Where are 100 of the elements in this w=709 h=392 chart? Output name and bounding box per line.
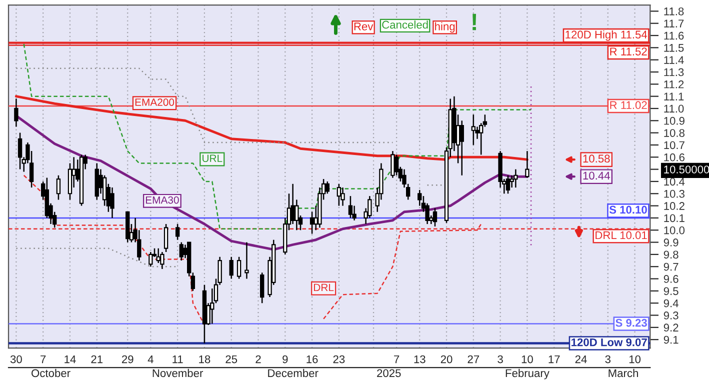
x2-tick-label: February — [506, 368, 550, 380]
ref-line-label: 120D Low 9.07 — [572, 338, 647, 346]
x-tick-label: 30 — [10, 355, 22, 364]
x-tick-label: 24 — [575, 355, 587, 364]
y-tick-label: 11.5 — [664, 44, 684, 52]
candlestick — [229, 256, 234, 280]
annotation: Rev — [354, 22, 374, 30]
x-tick-label: 4 — [148, 355, 154, 364]
ref-line-label: S 9.23 — [616, 318, 647, 327]
x-tick-label: 25 — [226, 355, 238, 364]
candlestick — [236, 256, 242, 280]
x-tick-label: 7 — [40, 355, 46, 364]
x-tick-label: 20 — [440, 355, 452, 364]
y-tick-label: 10.6 — [664, 153, 684, 162]
candlestick — [310, 211, 314, 234]
candlestick — [110, 186, 114, 219]
series-label: URL — [202, 154, 222, 162]
annotation: hing — [435, 22, 455, 33]
line-series — [16, 68, 394, 144]
x2-tick-label: March — [608, 368, 638, 378]
x-tick-label: 9 — [282, 355, 288, 364]
y-tick-label: 11.4 — [664, 56, 684, 64]
y-tick-label: 9.3 — [664, 312, 678, 320]
y-tick-label: 10.7 — [664, 141, 684, 150]
candlestick — [14, 98, 18, 128]
series-label: EMA200 — [135, 98, 174, 106]
candlestick — [179, 242, 184, 262]
x-tick-label: 3 — [498, 355, 503, 364]
y-tick-label: 10.2 — [664, 202, 684, 210]
x2-tick-label: December — [268, 368, 318, 378]
y-tick-label: 10.1 — [664, 214, 684, 222]
x-tick-label: 16 — [306, 355, 318, 364]
candlestick — [432, 208, 438, 228]
candlestick — [148, 251, 153, 268]
candlestick — [164, 223, 168, 253]
y-tick-label: 10.0 — [664, 226, 685, 234]
series-label: DRL — [314, 284, 334, 292]
candlestick — [348, 195, 353, 219]
candlestick — [294, 199, 299, 231]
candlestick — [175, 223, 180, 240]
x-tick-label: 27 — [468, 355, 480, 364]
annotation: Canceled — [382, 20, 428, 29]
candlestick — [460, 120, 464, 176]
annotation: ! — [472, 14, 476, 30]
y-tick-label: 11.3 — [664, 68, 684, 76]
y-tick-label: 11.6 — [664, 32, 684, 40]
candlestick — [340, 186, 345, 206]
x2-tick-label: 2025 — [377, 369, 401, 378]
ref-line-label: DRL 10.01 — [596, 231, 647, 240]
y-tick-label: 9.7 — [664, 262, 678, 271]
y-tick-label: 10.50000 — [664, 166, 709, 174]
annotation: 10.58 — [583, 154, 610, 163]
annotation: 10.44 — [583, 172, 610, 180]
x-tick-label: 11 — [172, 355, 183, 364]
y-tick-label: 9.2 — [664, 324, 678, 332]
candlestick — [160, 251, 164, 270]
y-tick-label: 9.9 — [664, 238, 678, 246]
candlestick — [325, 180, 330, 194]
y-tick-label: 10.3 — [664, 190, 684, 198]
candlestick — [244, 242, 249, 280]
candlestick — [56, 174, 61, 200]
x-tick-label: 21 — [91, 355, 103, 364]
ref-line-label: R 11.02 — [610, 101, 647, 110]
x2-tick-label: November — [152, 368, 204, 378]
x-tick-label: 10 — [522, 355, 533, 364]
ref-line-label: S 10.10 — [609, 206, 647, 214]
y-tick-label: 10.9 — [664, 116, 684, 125]
x2-tick-label: October — [32, 368, 70, 378]
line-series — [14, 95, 528, 161]
candlestick — [471, 114, 476, 146]
x-tick-label: 2 — [256, 355, 261, 364]
candlestick — [514, 168, 518, 188]
y-tick-label: 10.4 — [664, 178, 685, 186]
x-tick-label: 23 — [333, 355, 345, 364]
candlestick — [525, 150, 530, 178]
y-tick-label: 9.6 — [664, 275, 678, 283]
candlestick — [390, 150, 395, 178]
candlestick — [336, 183, 342, 206]
y-tick-label: 9.1 — [664, 336, 678, 344]
ref-line-label: R 11.52 — [610, 48, 647, 56]
x-tick-label: 3 — [605, 355, 610, 364]
line-series — [23, 43, 532, 230]
y-tick-label: 11.2 — [664, 80, 684, 88]
y-tick-label: 11.8 — [664, 7, 684, 16]
y-tick-label: 9.5 — [664, 287, 678, 296]
ref-line-label: 120D High 11.54 — [566, 30, 648, 41]
candlestick — [506, 174, 510, 194]
x-tick-label: 29 — [122, 355, 134, 364]
x-tick-label: 10 — [629, 355, 641, 364]
x-tick-label: 17 — [548, 355, 560, 364]
y-tick-label: 11.0 — [664, 104, 684, 113]
y-tick-label: 11.1 — [664, 92, 684, 100]
x-tick-label: 18 — [199, 355, 210, 364]
y-tick-label: 9.4 — [664, 299, 678, 308]
candlestick — [260, 272, 264, 304]
y-tick-label: 10.8 — [664, 129, 684, 137]
y-tick-label: 11.7 — [664, 20, 684, 28]
x-tick-label: 7 — [394, 355, 400, 364]
x-tick-label: 14 — [64, 355, 76, 364]
y-tick-label: 9.8 — [664, 250, 678, 259]
